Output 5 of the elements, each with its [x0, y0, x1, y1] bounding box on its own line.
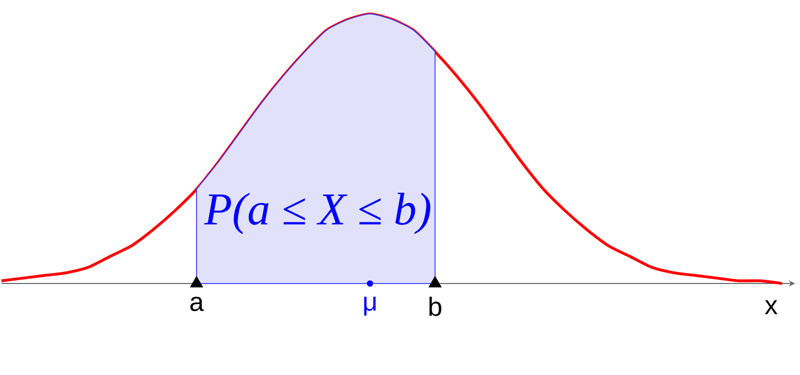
x-tick-label: μ	[364, 296, 376, 316]
x-tick-label: a	[190, 296, 204, 311]
x-tick-label: b	[429, 296, 442, 316]
x-axis-title: x	[764, 300, 778, 314]
annotation: P(a ≤ X ≤ b)	[204, 192, 430, 234]
